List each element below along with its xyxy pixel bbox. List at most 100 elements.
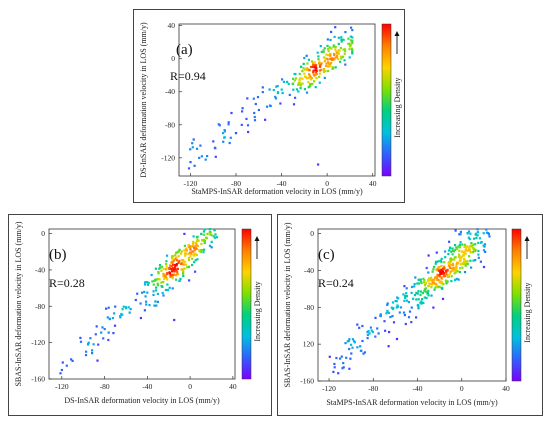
scatter-point	[450, 258, 453, 261]
scatter-point	[202, 251, 205, 254]
scatter-point	[196, 238, 199, 241]
scatter-point	[479, 260, 482, 263]
scatter-point	[445, 274, 448, 277]
scatter-point	[458, 260, 461, 263]
scatter-point	[348, 45, 352, 48]
scatter-point	[342, 366, 345, 369]
scatter-point	[303, 56, 306, 60]
scatter-point	[366, 337, 369, 340]
scatter-point	[286, 80, 289, 83]
scatter-point	[189, 248, 192, 251]
scatter-point	[440, 286, 443, 289]
scatter-point	[241, 107, 244, 110]
scatter-point	[457, 278, 460, 281]
scatter-point	[333, 366, 336, 369]
scatter-point	[175, 259, 178, 262]
scatter-point	[487, 232, 490, 235]
scatter-point	[107, 306, 110, 309]
density-colorbar	[241, 228, 252, 380]
scatter-point	[170, 257, 174, 260]
scatter-point	[103, 328, 106, 331]
scatter-point	[113, 324, 117, 327]
scatter-point	[424, 281, 427, 284]
scatter-point	[453, 272, 456, 275]
scatter-point	[160, 269, 163, 272]
scatter-point	[333, 362, 336, 366]
scatter-point	[79, 340, 83, 343]
scatter-point	[165, 276, 168, 280]
scatter-point	[340, 40, 343, 43]
scatter-point	[206, 232, 209, 235]
scatter-point	[184, 254, 187, 257]
y-tick-label: 40	[168, 21, 176, 30]
scatter-point	[436, 278, 439, 281]
scatter-point	[256, 96, 260, 99]
scatter-point	[164, 275, 167, 278]
scatter-point	[180, 250, 183, 253]
scatter-point	[180, 262, 183, 265]
scatter-point	[461, 266, 464, 269]
scatter-point	[305, 54, 308, 57]
scatter-point	[192, 240, 195, 243]
scatter-point	[330, 58, 333, 61]
scatter-point	[444, 250, 447, 253]
scatter-point	[253, 115, 256, 119]
scatter-point	[485, 231, 489, 234]
scatter-point	[397, 297, 400, 300]
scatter-point	[276, 85, 279, 88]
scatter-point	[202, 238, 206, 241]
scatter-point	[306, 62, 309, 65]
scatter-point	[451, 262, 455, 265]
scatter-point	[129, 308, 132, 311]
scatter-point	[189, 255, 192, 258]
scatter-point	[197, 239, 200, 242]
scatter-point	[477, 249, 480, 253]
scatter-point	[368, 332, 371, 335]
scatter-point	[141, 291, 144, 294]
scatter-point	[155, 289, 158, 292]
scatter-point	[446, 280, 449, 283]
scatter-point	[297, 82, 300, 85]
scatter-point	[474, 248, 477, 251]
scatter-point	[168, 286, 171, 289]
scatter-point	[314, 68, 317, 71]
scatter-point	[408, 310, 412, 313]
scatter-point	[275, 85, 278, 88]
scatter-point	[171, 277, 174, 280]
scatter-point	[299, 82, 302, 85]
plot-area	[178, 23, 376, 177]
scatter-point	[192, 254, 195, 257]
scatter-point	[279, 102, 282, 105]
scatter-point	[191, 250, 194, 253]
scatter-point	[212, 140, 215, 143]
scatter-point	[144, 281, 147, 284]
scatter-point	[206, 155, 209, 158]
scatter-point	[474, 259, 477, 262]
scatter-point	[386, 303, 389, 306]
scatter-point	[309, 78, 313, 81]
scatter-point	[277, 91, 280, 94]
scatter-point	[143, 309, 146, 312]
scatter-point	[71, 359, 74, 362]
scatter-point	[339, 55, 343, 58]
scatter-point	[410, 321, 413, 324]
scatter-point	[177, 255, 180, 258]
scatter-point	[419, 293, 422, 296]
scatter-point	[434, 262, 437, 265]
scatter-point	[194, 247, 197, 250]
x-tick-label: 0	[188, 382, 192, 391]
scatter-point	[461, 250, 464, 254]
scatter-point	[302, 62, 305, 65]
scatter-point	[198, 249, 201, 252]
scatter-point	[458, 233, 461, 236]
scatter-point	[182, 267, 185, 271]
scatter-point	[96, 359, 99, 362]
scatter-point	[200, 155, 203, 158]
y-tick-label: 120	[303, 340, 315, 349]
scatter-point	[458, 253, 461, 256]
scatter-point	[105, 307, 108, 310]
scatter-point	[344, 63, 347, 66]
scatter-point	[431, 270, 434, 273]
scatter-point	[175, 264, 178, 267]
scatter-point	[323, 60, 326, 63]
